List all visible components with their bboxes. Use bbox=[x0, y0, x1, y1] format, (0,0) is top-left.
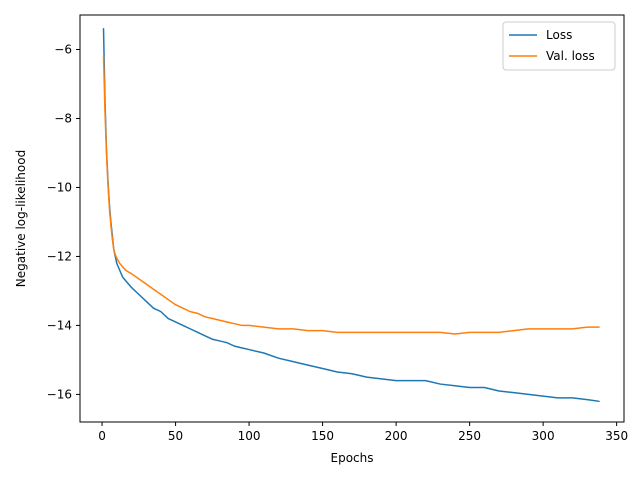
x-tick-label: 300 bbox=[532, 429, 555, 443]
x-tick-label: 150 bbox=[311, 429, 334, 443]
series-line-1 bbox=[102, 28, 600, 403]
legend-box bbox=[502, 21, 616, 71]
y-tick-label: −16 bbox=[47, 387, 72, 401]
x-tick-label: 200 bbox=[385, 429, 408, 443]
legend-label-1: Loss bbox=[546, 28, 572, 42]
legend-label-2: Val. loss bbox=[546, 49, 595, 63]
x-axis-label: Epochs bbox=[331, 451, 374, 465]
x-axis-ticks: 0 50 100 150 200 250 300 350 bbox=[98, 422, 628, 443]
y-axis-ticks: −6 −8 −10 −12 −14 −16 bbox=[47, 42, 80, 401]
y-tick-label: −10 bbox=[47, 180, 72, 194]
x-tick-label: 0 bbox=[98, 429, 106, 443]
x-tick-label: 350 bbox=[605, 429, 628, 443]
y-tick-label: −8 bbox=[54, 111, 72, 125]
plot-frame bbox=[79, 14, 625, 423]
y-axis-label: Negative log-likelihood bbox=[14, 150, 28, 287]
series-line-2 bbox=[102, 55, 600, 335]
x-tick-label: 50 bbox=[168, 429, 183, 443]
legend: Loss Val. loss bbox=[502, 21, 616, 71]
y-tick-label: −12 bbox=[47, 249, 72, 263]
series-layer bbox=[102, 28, 600, 403]
y-tick-label: −14 bbox=[47, 318, 72, 332]
y-tick-label: −6 bbox=[54, 42, 72, 56]
x-tick-label: 100 bbox=[238, 429, 261, 443]
x-tick-label: 250 bbox=[458, 429, 481, 443]
